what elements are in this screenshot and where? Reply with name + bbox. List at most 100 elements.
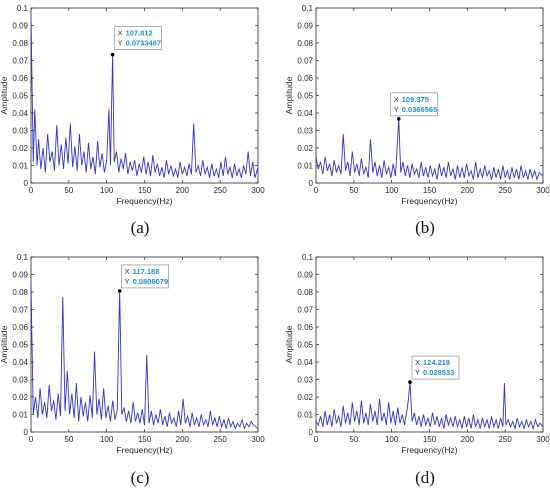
x-tick-label: 200 <box>176 186 190 195</box>
x-axis-label: Frequency(Hz) <box>116 196 172 206</box>
datatip-y-value: 0.0366565 <box>402 105 437 114</box>
y-tick-label: 0.02 <box>297 144 313 153</box>
y-tick-label: 0.08 <box>12 39 28 48</box>
x-tick-label: 150 <box>138 186 152 195</box>
x-tick-label: 250 <box>213 186 227 195</box>
panel-caption-d: (d) <box>415 468 435 487</box>
y-axis-label: Amplitude <box>0 76 9 114</box>
x-tick-label: 300 <box>536 186 550 195</box>
datatip-x-value: 109.375 <box>402 95 429 104</box>
y-tick-label: 0.08 <box>12 288 28 297</box>
y-tick-label: 0.04 <box>12 109 28 118</box>
x-tick-label: 100 <box>385 435 399 444</box>
y-tick-label: 0 <box>309 179 314 188</box>
datatip-x-value: 117.188 <box>133 267 160 276</box>
y-tick-label: 0.04 <box>297 358 313 367</box>
x-tick-label: 100 <box>100 186 114 195</box>
y-tick-label: 0.05 <box>297 341 313 350</box>
datatip-x-key: X <box>125 267 130 276</box>
x-tick-label: 300 <box>251 435 265 444</box>
y-tick-label: 0.1 <box>17 4 29 13</box>
chart-panel-c: 0 0.01 0.02 0.03 0.04 0.05 0.06 0.07 0.08 0.09 0.1… <box>0 253 265 487</box>
datatip-x-key: X <box>118 29 123 38</box>
y-tick-label: 0.03 <box>12 376 28 385</box>
y-tick-label: 0.05 <box>12 92 28 101</box>
chart-panel-d: 0 0.01 0.02 0.03 0.04 0.05 0.06 0.07 0.08 0.09 0.1… <box>284 253 550 487</box>
y-tick-label: 0.02 <box>12 144 28 153</box>
datatip-box <box>114 26 162 50</box>
y-tick-label: 0.01 <box>297 162 313 171</box>
datatip-box <box>390 92 439 117</box>
x-axis-label: Frequency(Hz) <box>401 445 457 455</box>
y-tick-label: 0.09 <box>297 271 313 280</box>
y-tick-label: 0.06 <box>12 74 28 83</box>
x-tick-label: 250 <box>213 435 227 444</box>
x-tick-label: 50 <box>349 186 358 195</box>
y-tick-label: 0.05 <box>12 341 28 350</box>
y-tick-label: 0.02 <box>297 393 313 402</box>
y-tick-label: 0.07 <box>12 306 28 315</box>
datatip-y-value: 0.0806079 <box>133 277 168 286</box>
datatip-box <box>411 355 460 380</box>
y-tick-label: 0.02 <box>12 393 28 402</box>
y-tick-label: 0.01 <box>12 411 28 420</box>
x-axis-label: Frequency(Hz) <box>401 196 457 206</box>
x-tick-label: 300 <box>536 435 550 444</box>
datatip-x-value: 107.812 <box>126 29 153 38</box>
y-tick-label: 0.06 <box>12 323 28 332</box>
spectrum-line <box>30 16 259 178</box>
x-tick-label: 150 <box>138 435 152 444</box>
x-tick-label: 0 <box>29 186 34 195</box>
x-tick-label: 0 <box>314 435 319 444</box>
y-tick-label: 0 <box>24 428 29 437</box>
y-tick-label: 0.04 <box>297 109 313 118</box>
y-tick-label: 0.04 <box>12 358 28 367</box>
y-tick-label: 0.07 <box>297 306 313 315</box>
x-tick-label: 0 <box>29 435 34 444</box>
datatip-marker[interactable] <box>408 380 412 384</box>
y-tick-label: 0.03 <box>12 127 28 136</box>
y-tick-label: 0.06 <box>297 74 313 83</box>
y-tick-label: 0.1 <box>302 4 314 13</box>
x-tick-label: 300 <box>251 186 265 195</box>
datatip-y-value: 0.0733487 <box>126 39 161 48</box>
x-tick-label: 150 <box>423 435 437 444</box>
chart-panel-a: 0 0.01 0.02 0.03 0.04 0.05 0.06 0.07 0.08 0.09 0.1… <box>0 4 265 237</box>
x-tick-label: 200 <box>461 435 475 444</box>
datatip-marker[interactable] <box>110 52 115 57</box>
y-tick-label: 0.01 <box>297 411 313 420</box>
datatip-marker[interactable] <box>396 117 401 121</box>
y-tick-label: 0.07 <box>297 57 313 66</box>
y-tick-label: 0.1 <box>302 253 314 262</box>
x-tick-label: 50 <box>64 186 73 195</box>
y-tick-label: 0 <box>309 428 314 437</box>
datatip-x-value: 124.219 <box>423 358 450 367</box>
y-tick-label: 0.03 <box>297 127 313 136</box>
datatip-y-key: Y <box>394 105 399 114</box>
plot-area <box>315 256 544 433</box>
y-tick-label: 0.05 <box>297 92 313 101</box>
y-tick-label: 0.06 <box>297 323 313 332</box>
x-axis-label: Frequency(Hz) <box>116 445 172 455</box>
spectrum-line <box>315 118 544 182</box>
panel-caption-c: (c) <box>131 468 150 487</box>
y-tick-label: 0 <box>24 179 29 188</box>
spectrum-line <box>315 382 544 431</box>
datatip-y-key: Y <box>415 368 420 377</box>
y-tick-label: 0.08 <box>297 288 313 297</box>
x-tick-label: 100 <box>385 186 399 195</box>
datatip-y-key: Y <box>118 39 123 48</box>
x-tick-label: 250 <box>498 435 512 444</box>
y-axis-label: Amplitude <box>284 325 294 363</box>
panel-caption-b: (b) <box>415 218 435 237</box>
y-tick-label: 0.08 <box>297 39 313 48</box>
y-tick-label: 0.09 <box>297 22 313 31</box>
x-tick-label: 200 <box>461 186 475 195</box>
y-tick-label: 0.09 <box>12 22 28 31</box>
datatip-marker[interactable] <box>117 289 122 293</box>
